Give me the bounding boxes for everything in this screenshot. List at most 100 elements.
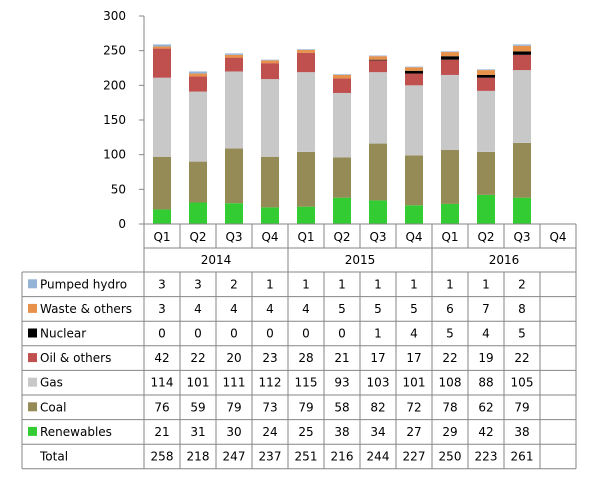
table-cell: 0 xyxy=(266,327,274,341)
table-cell: 1 xyxy=(374,327,382,341)
bar-segment xyxy=(189,76,207,92)
x-tick-label: Q3 xyxy=(369,230,386,244)
table-cell: 17 xyxy=(370,351,385,365)
table-cell: 103 xyxy=(367,376,390,390)
bar-segment xyxy=(477,77,495,91)
table-cell: 20 xyxy=(226,351,241,365)
bar-segment xyxy=(441,203,459,224)
table-cell: 3 xyxy=(158,277,166,291)
table-cell: 5 xyxy=(338,302,346,316)
bar-segment xyxy=(513,51,531,55)
bar-segment xyxy=(189,161,207,203)
bar-segment xyxy=(333,197,351,224)
bar-segment xyxy=(261,60,279,64)
table-cell: 105 xyxy=(511,376,534,390)
table-cell: 115 xyxy=(295,376,318,390)
x-axis: Q1 Q2 Q3 Q4 Q1 Q2 Q3 Q4 Q1 Q2 Q3 Q4 2014 2015 2016 xyxy=(143,223,577,272)
legend-swatch xyxy=(28,328,37,338)
legend-label: Coal xyxy=(40,400,66,414)
table-cell: 4 xyxy=(482,327,490,341)
table-cell: 59 xyxy=(190,400,205,414)
table-cell: 4 xyxy=(410,327,418,341)
bar-segment xyxy=(405,70,423,74)
table-cell: 22 xyxy=(442,351,457,365)
legend-label: Oil & others xyxy=(40,351,111,365)
table-cell: 38 xyxy=(334,425,349,439)
table-cell: 42 xyxy=(478,425,493,439)
table-cell: 101 xyxy=(403,376,426,390)
table-cell: 58 xyxy=(334,400,349,414)
table-cell: 21 xyxy=(154,425,169,439)
table-cell: 114 xyxy=(151,376,174,390)
table-cell: 78 xyxy=(442,400,457,414)
bar-segment xyxy=(297,72,315,152)
bar-segment xyxy=(333,157,351,198)
table-cell: 251 xyxy=(295,450,318,464)
table-cell: 4 xyxy=(230,302,238,316)
table-cell: 6 xyxy=(446,302,454,316)
bar-segment xyxy=(153,156,171,210)
table-cell: 237 xyxy=(259,450,282,464)
table-cell: 223 xyxy=(475,450,498,464)
x-tick-label: Q2 xyxy=(189,230,206,244)
table-cell: 2 xyxy=(518,277,526,291)
table-cell: 0 xyxy=(194,327,202,341)
bar-segment xyxy=(297,151,315,207)
table-cell: 247 xyxy=(223,450,246,464)
bar-segment xyxy=(225,57,243,72)
x-tick-label: Q1 xyxy=(153,230,170,244)
table-cell: 76 xyxy=(154,400,169,414)
y-tick-label: 150 xyxy=(103,113,126,127)
table-cell: 2 xyxy=(230,277,238,291)
bar-segment xyxy=(189,71,207,74)
bar-segment xyxy=(153,209,171,224)
table-cell: 4 xyxy=(266,302,274,316)
bar-segment xyxy=(297,49,315,50)
bar-segment xyxy=(369,55,387,57)
table-cell: 0 xyxy=(302,327,310,341)
bar-segment xyxy=(297,49,315,53)
y-tick-label: 200 xyxy=(103,78,126,92)
y-tick-label: 50 xyxy=(111,182,126,196)
bar-segment xyxy=(405,85,423,156)
bar-segment xyxy=(477,90,495,152)
table-cell: 7 xyxy=(482,302,490,316)
table-cell: 17 xyxy=(406,351,421,365)
table-cell: 258 xyxy=(151,450,174,464)
table-cell: 42 xyxy=(154,351,169,365)
y-tick-label: 100 xyxy=(103,148,126,162)
bar-segment xyxy=(225,148,243,204)
legend-label: Gas xyxy=(40,376,63,390)
bar-segment xyxy=(405,205,423,224)
bar-segment xyxy=(261,63,279,80)
table-cell: 34 xyxy=(370,425,385,439)
legend-swatch xyxy=(28,303,37,313)
table-cell: 1 xyxy=(374,277,382,291)
table-cell: 111 xyxy=(223,376,246,390)
y-axis: 0 50 100 150 200 250 300 xyxy=(103,9,145,231)
bar-segment xyxy=(441,56,459,60)
table-cell: 4 xyxy=(302,302,310,316)
bar-segment xyxy=(225,71,243,149)
table-cell: 30 xyxy=(226,425,241,439)
bar-segment xyxy=(513,44,531,46)
bar-segment xyxy=(441,59,459,75)
bar-segment xyxy=(477,69,495,71)
bar-segment xyxy=(441,74,459,150)
x-tick-label: Q2 xyxy=(477,230,494,244)
bar-segment xyxy=(225,53,243,55)
legend-swatch xyxy=(28,353,37,363)
bar-segment xyxy=(297,206,315,224)
table-cell: 5 xyxy=(446,327,454,341)
table-cell: 0 xyxy=(158,327,166,341)
table-cell: 112 xyxy=(259,376,282,390)
table-cell: 227 xyxy=(403,450,426,464)
table-cell: 244 xyxy=(367,450,390,464)
y-tick-label: 300 xyxy=(103,9,126,23)
bar-segment xyxy=(369,143,387,201)
table-cell: 82 xyxy=(370,400,385,414)
y-tick-label: 0 xyxy=(118,217,126,231)
bars-area xyxy=(153,44,531,224)
